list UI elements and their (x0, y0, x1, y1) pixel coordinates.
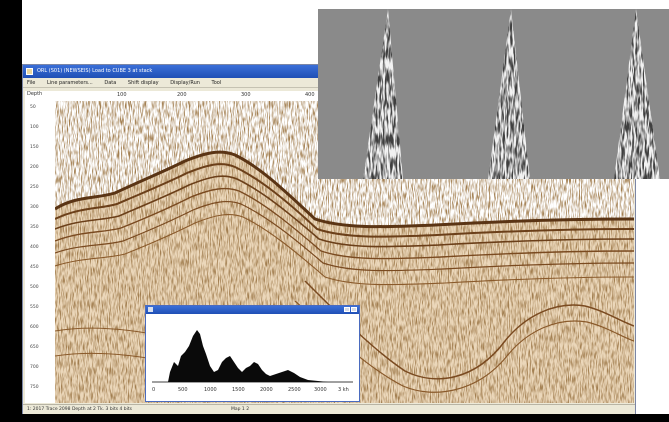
menu-item-data[interactable]: Data (104, 80, 117, 86)
depth-tick: 300 (30, 205, 39, 210)
depth-tick: 700 (30, 365, 39, 370)
depth-tick: 450 (30, 265, 39, 270)
histogram-tick: 3 kh (338, 387, 349, 393)
histogram-window-icon (148, 307, 153, 312)
minimize-button[interactable] (344, 307, 350, 312)
depth-tick: 150 (30, 145, 39, 150)
histogram-tick: 2000 (260, 387, 273, 393)
status-center-text: Map 1 2 (231, 407, 250, 412)
left-black-border (0, 0, 22, 422)
histogram-tick: 3000 (314, 387, 327, 393)
menu-item-display-run[interactable]: Display/Run (170, 80, 200, 86)
amplitude-histogram: 0 500 1000 1500 2000 2500 3000 3 kh (152, 330, 353, 393)
menu-item-line-parameters[interactable]: Line parameters... (46, 80, 93, 86)
app-icon (26, 68, 33, 75)
bottom-black-border (0, 414, 669, 422)
histogram-tick: 500 (178, 387, 188, 393)
histogram-tick: 0 (152, 387, 155, 393)
histogram-title-bar[interactable] (146, 306, 359, 314)
depth-tick: 200 (30, 165, 39, 170)
histogram-window: 0 500 1000 1500 2000 2500 3000 3 kh (145, 305, 360, 402)
ruler-tick: 100 (117, 92, 127, 98)
menu-item-shift-display[interactable]: Shift display (127, 80, 159, 86)
ruler-tick: 400 (305, 92, 315, 98)
histogram-area (168, 330, 328, 382)
depth-tick: 600 (30, 325, 39, 330)
depth-axis-label: Depth (27, 91, 43, 97)
ruler-tick: 300 (241, 92, 251, 98)
status-bar: 1: 2017 Trace 2098 Depth at 2 Tk. 3 bits… (23, 404, 635, 415)
depth-tick: 50 (30, 105, 36, 110)
status-text: 1: 2017 Trace 2098 Depth at 2 Tk. 3 bits… (27, 407, 132, 412)
depth-tick: 100 (30, 125, 39, 130)
close-button[interactable] (351, 307, 357, 312)
menu-item-file[interactable]: File (27, 80, 36, 86)
depth-tick: 750 (30, 385, 39, 390)
depth-tick: 500 (30, 285, 39, 290)
histogram-tick: 1000 (204, 387, 217, 393)
histogram-tick: 1500 (232, 387, 245, 393)
window-title: ORL (S01) (NEWSEIS) Load to CUBE 3 at st… (37, 68, 153, 74)
depth-tick: 650 (30, 345, 39, 350)
depth-tick: 550 (30, 305, 39, 310)
ruler-tick: 200 (177, 92, 187, 98)
histogram-tick: 2500 (288, 387, 301, 393)
depth-tick: 250 (30, 185, 39, 190)
menu-item-tool[interactable]: Tool (211, 80, 222, 86)
depth-tick: 400 (30, 245, 39, 250)
depth-axis: 50 100 150 200 250 300 350 400 450 500 5… (25, 101, 55, 403)
depth-tick: 350 (30, 225, 39, 230)
seismic-gather-image (318, 9, 669, 179)
